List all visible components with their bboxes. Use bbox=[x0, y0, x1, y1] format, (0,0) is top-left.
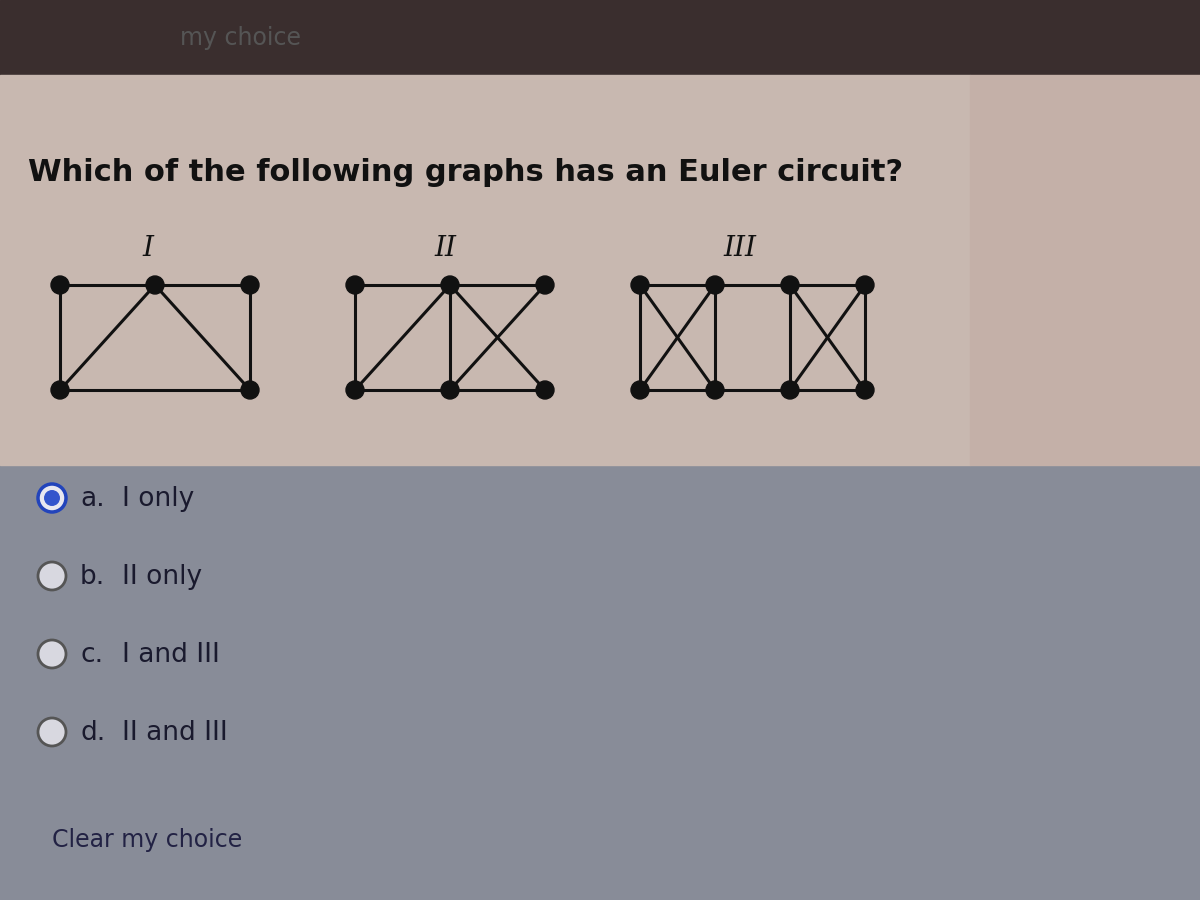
Circle shape bbox=[146, 276, 164, 294]
Bar bbox=[970, 75, 1200, 465]
Text: II: II bbox=[434, 235, 456, 262]
Text: II only: II only bbox=[122, 564, 202, 590]
Text: I: I bbox=[143, 235, 154, 262]
Circle shape bbox=[706, 381, 724, 399]
Bar bbox=[0, 465, 1200, 900]
Text: III: III bbox=[724, 235, 756, 262]
Circle shape bbox=[442, 381, 458, 399]
Circle shape bbox=[44, 491, 59, 505]
Text: my choice: my choice bbox=[180, 26, 301, 50]
Circle shape bbox=[346, 276, 364, 294]
Circle shape bbox=[38, 640, 66, 668]
Circle shape bbox=[856, 381, 874, 399]
Circle shape bbox=[241, 381, 259, 399]
Bar bbox=[0, 75, 970, 465]
Circle shape bbox=[50, 276, 70, 294]
Circle shape bbox=[38, 484, 66, 512]
Circle shape bbox=[38, 562, 66, 590]
Text: b.: b. bbox=[80, 564, 106, 590]
Circle shape bbox=[442, 276, 458, 294]
Circle shape bbox=[631, 381, 649, 399]
Circle shape bbox=[50, 381, 70, 399]
Text: II and III: II and III bbox=[122, 720, 228, 746]
Text: I only: I only bbox=[122, 486, 194, 512]
Text: d.: d. bbox=[80, 720, 106, 746]
Text: c.: c. bbox=[80, 642, 103, 668]
Circle shape bbox=[781, 276, 799, 294]
Bar bbox=[0, 0, 1200, 75]
Text: Which of the following graphs has an Euler circuit?: Which of the following graphs has an Eul… bbox=[28, 158, 904, 187]
Circle shape bbox=[346, 381, 364, 399]
Text: I and III: I and III bbox=[122, 642, 220, 668]
Text: Clear my choice: Clear my choice bbox=[52, 828, 242, 852]
Circle shape bbox=[241, 276, 259, 294]
Circle shape bbox=[631, 276, 649, 294]
Circle shape bbox=[38, 718, 66, 746]
Text: a.: a. bbox=[80, 486, 104, 512]
Circle shape bbox=[536, 276, 554, 294]
Circle shape bbox=[706, 276, 724, 294]
Circle shape bbox=[781, 381, 799, 399]
Circle shape bbox=[536, 381, 554, 399]
Circle shape bbox=[856, 276, 874, 294]
